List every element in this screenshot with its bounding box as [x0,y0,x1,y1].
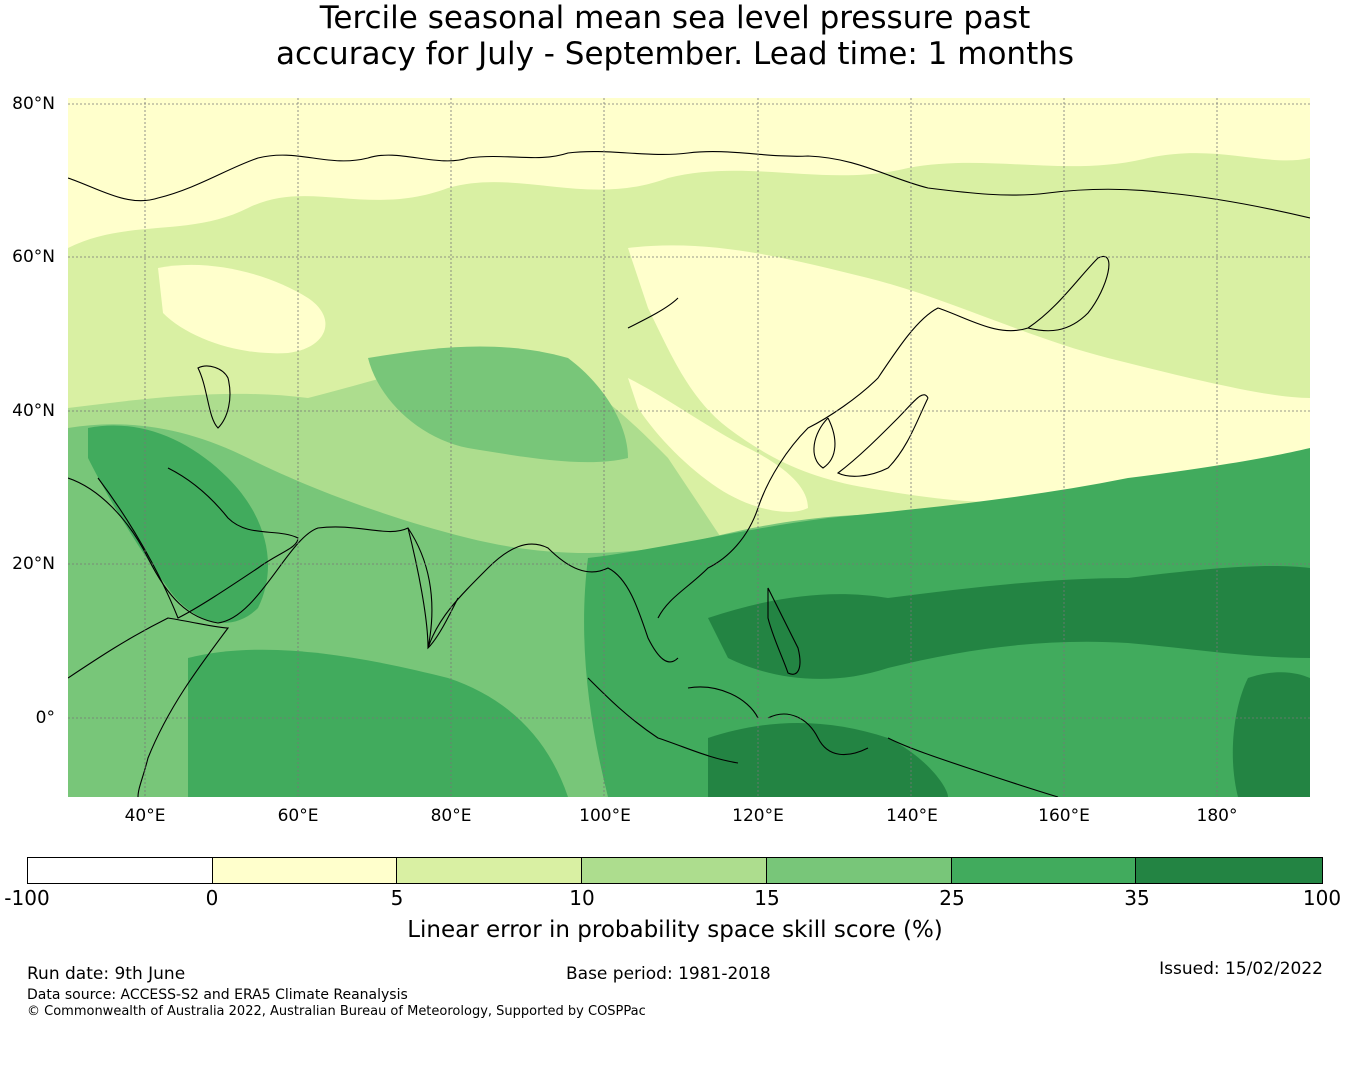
colorbar-segment [212,858,398,883]
skill-zone-arabia-green [88,425,268,623]
run-date: Run date: 9th June [27,964,186,984]
coastline-korea [813,417,836,469]
colorbar-tick: -100 [4,886,50,910]
lat-label-20n: 20°N [12,554,55,574]
coastline-arctic [68,151,1310,219]
lat-label-80n: 80°N [12,94,55,114]
skill-zone-china-yellow [628,378,808,512]
colorbar-segment [1136,858,1323,883]
colorbar-segment [28,858,213,883]
gridlines [68,98,1310,797]
map-title-line-2: accuracy for July - September. Lead time… [275,36,1075,72]
skill-zone-tibet-green [368,346,628,463]
lon-label-160e: 160°E [1038,806,1090,826]
skill-zone-east-pacific-dark [1232,672,1310,797]
colorbar-segment [766,858,952,883]
colorbar-segment [397,858,583,883]
coastline-maritime [587,677,1059,797]
coastline-east-asia [657,307,1029,619]
colorbar-tick: 0 [205,886,219,910]
coastline-arabia [97,467,299,619]
lat-label-60n: 60°N [12,247,55,267]
skill-zone-north [68,98,1310,248]
skill-map [68,98,1310,797]
copyright: © Commonwealth of Australia 2022, Austra… [27,1004,646,1019]
colorbar-tick: 15 [754,886,780,910]
colorbar-tick: 10 [569,886,595,910]
skill-zone-pacific-dark [708,566,1310,679]
colorbar-label: Linear error in probability space skill … [407,917,943,943]
skill-zone-central-asia-light [158,264,326,354]
colorbar-tick: 5 [390,886,404,910]
lat-label-equator: 0° [35,708,55,728]
lon-label-40e: 40°E [124,806,166,826]
coastlines [68,151,1310,797]
skill-zone-indian-ocean-green [188,649,568,797]
lon-label-180: 180° [1196,806,1238,826]
colorbar-tick: 35 [1124,886,1150,910]
issued-date: Issued: 15/02/2022 [1159,959,1323,979]
lon-label-60e: 60°E [277,806,319,826]
colorbar-tick: 100 [1302,886,1342,910]
colorbar [27,857,1323,884]
skill-zone-maritime-dark [708,723,948,797]
skill-map-canvas [68,98,1310,797]
lon-label-140e: 140°E [886,806,938,826]
map-title-line-1: Tercile seasonal mean sea level pressure… [319,0,1031,36]
coastline-japan [836,394,929,477]
base-period: Base period: 1981-2018 [566,964,771,984]
colorbar-segment [951,858,1137,883]
coastline-philippines [767,587,801,675]
colorbar-tick: 25 [939,886,965,910]
lon-label-100e: 100°E [579,806,631,826]
coastline-kamchatka [1027,255,1110,332]
lon-label-80e: 80°E [430,806,472,826]
colorbar-segment [582,858,767,883]
coastline-south-asia [68,477,679,663]
lat-label-40n: 40°N [12,401,55,421]
coastline-africa-horn [68,617,230,797]
data-source: Data source: ACCESS-S2 and ERA5 Climate … [27,987,408,1003]
coastline-caspian [197,365,231,429]
coastline-india-south [407,527,459,650]
coastline-baikal [627,297,679,329]
lon-label-120e: 120°E [732,806,784,826]
map-title: Tercile seasonal mean sea level pressure… [0,0,1350,72]
